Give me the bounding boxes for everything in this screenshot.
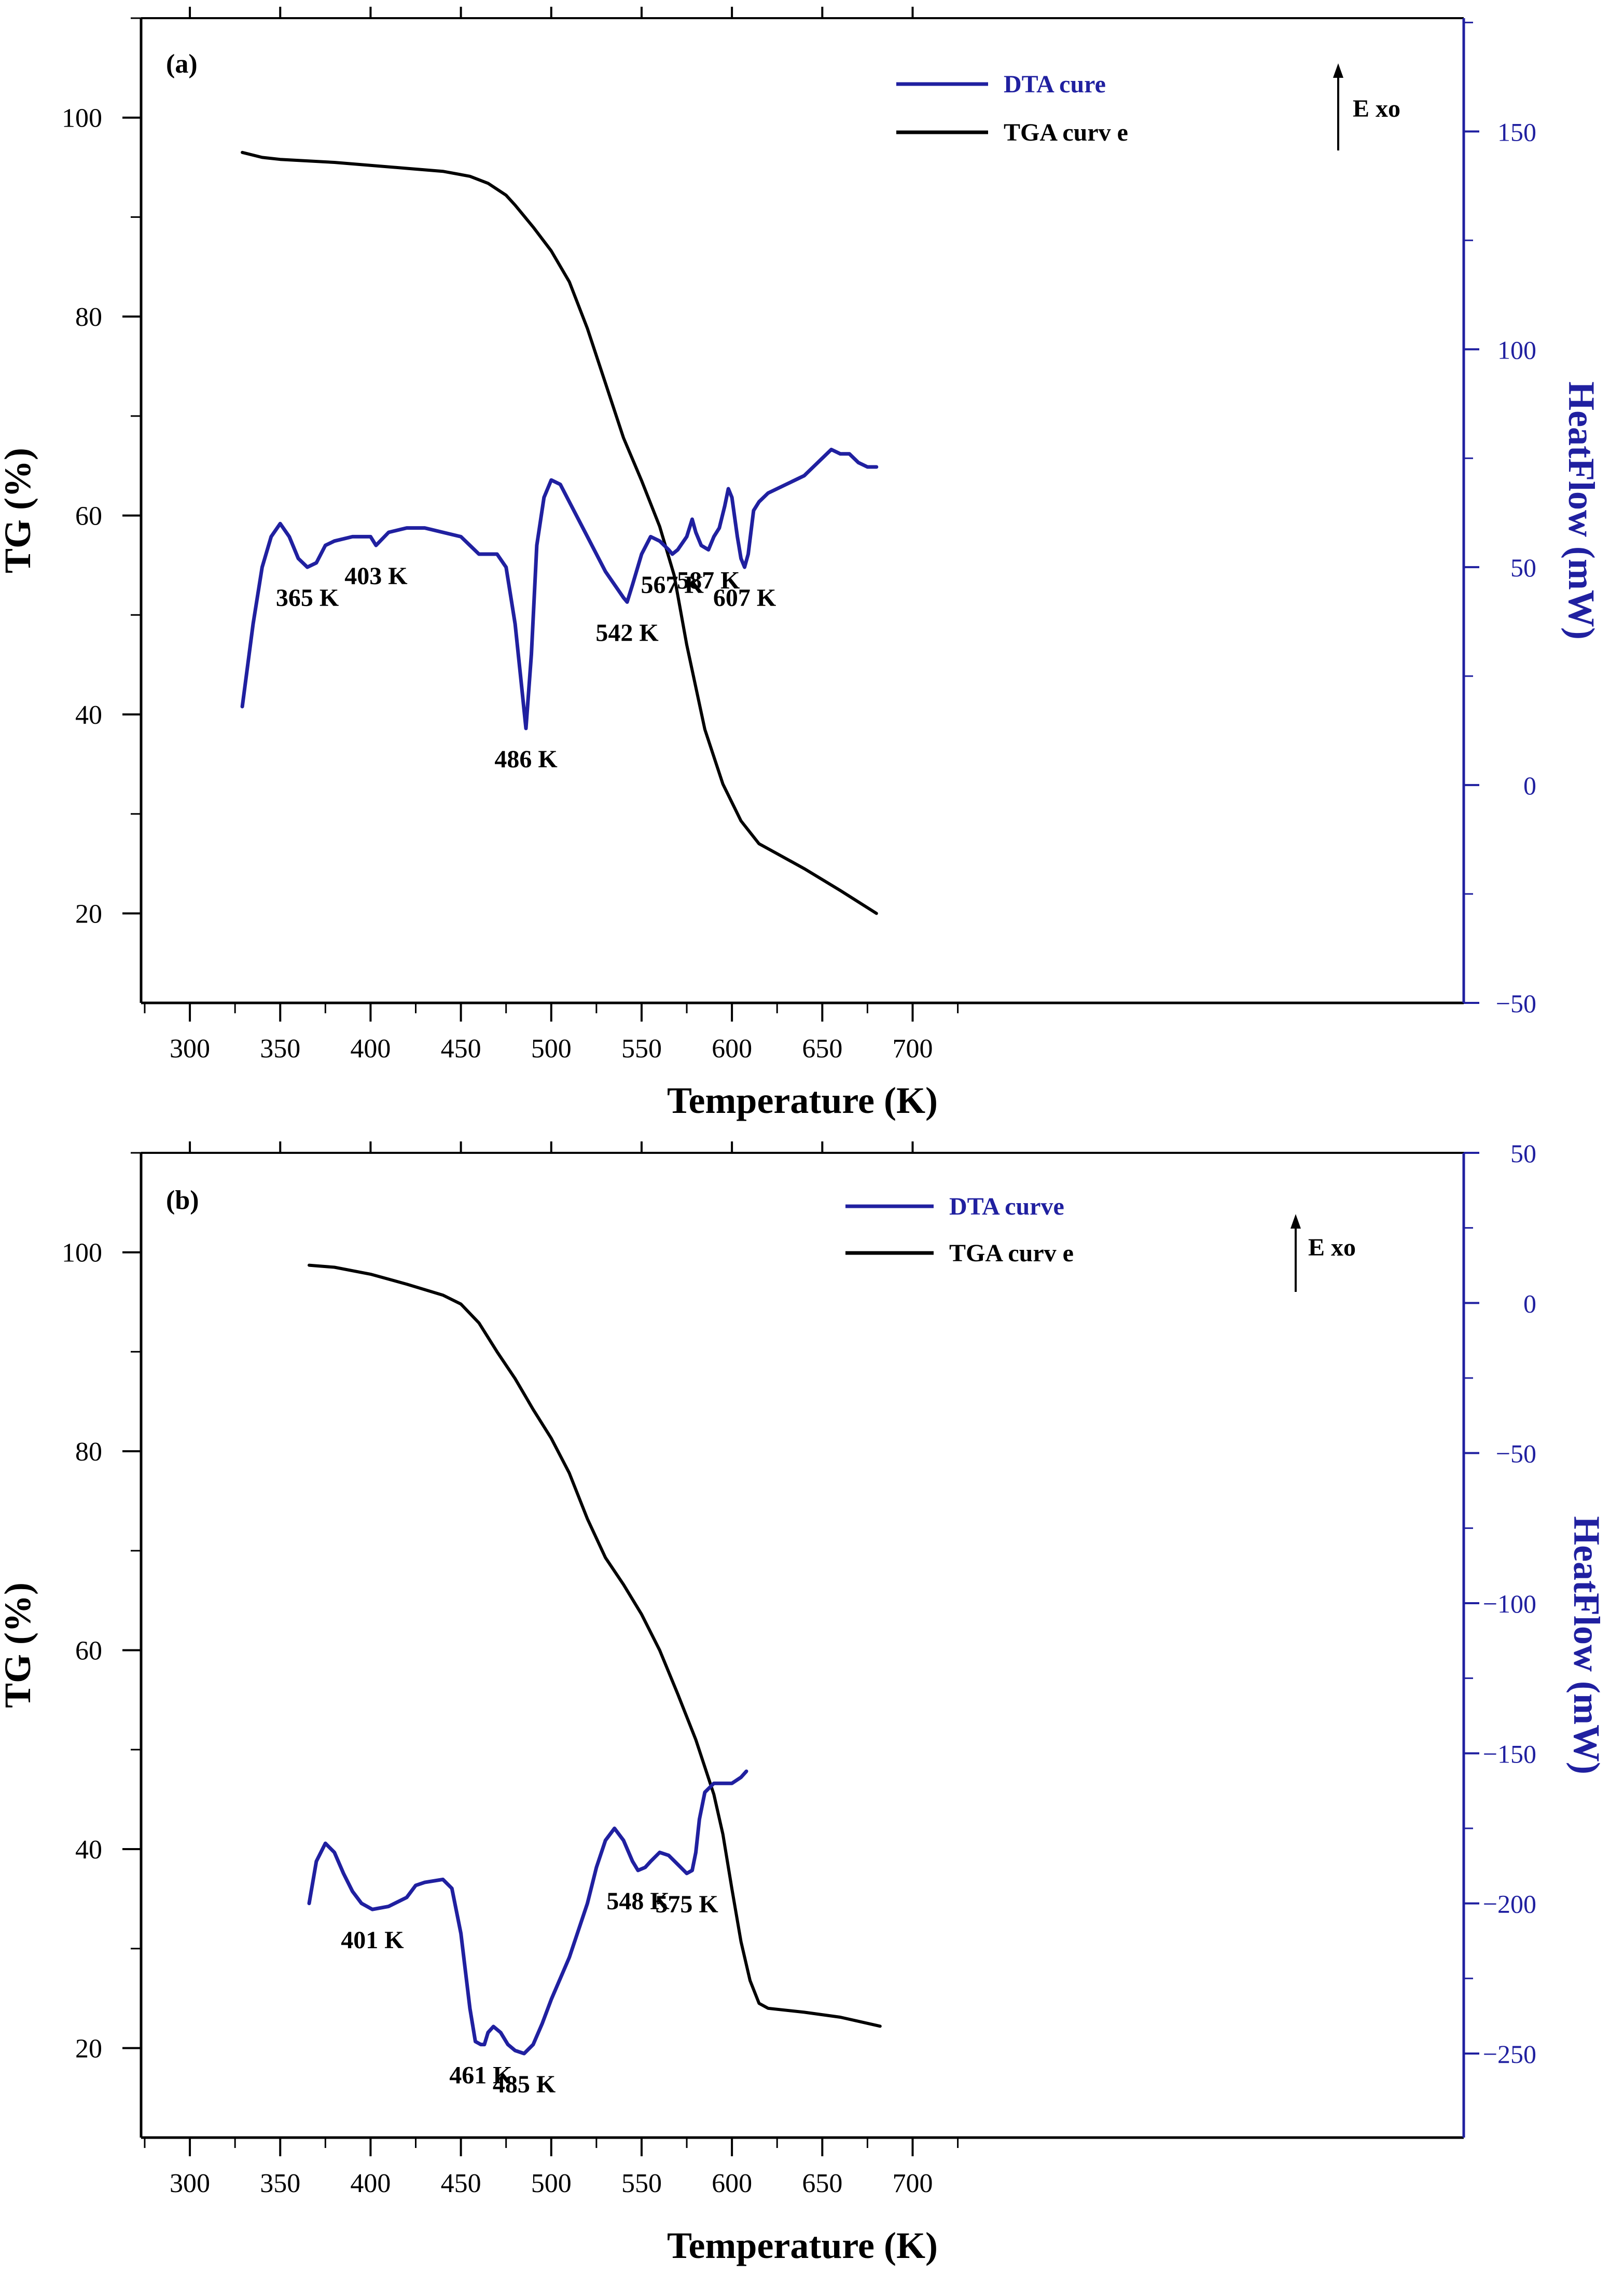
legend-label-dta: DTA cure: [1004, 71, 1106, 98]
x-tick-label: 500: [531, 1034, 572, 1064]
y-left-tick-label: 20: [75, 899, 102, 929]
y-left-axis-title: TG (%): [0, 1582, 38, 1708]
panel-label: (b): [166, 1186, 199, 1215]
y-left-tick-label: 100: [62, 104, 102, 133]
legend-label-tga: TGA curv e: [1004, 119, 1128, 146]
y-left-axis-title: TG (%): [0, 448, 38, 573]
y-right-tick-label: −100: [1483, 1589, 1536, 1618]
exo-label: E xo: [1353, 95, 1400, 122]
x-tick-label: 500: [531, 2169, 572, 2198]
x-tick-label: 450: [441, 1034, 481, 1064]
panel-label: (a): [166, 49, 198, 79]
x-tick-label: 650: [802, 2169, 842, 2198]
y-right-tick-label: −50: [1496, 1439, 1536, 1468]
y-left-tick-label: 60: [75, 502, 102, 531]
peak-annotation-label: 401 K: [341, 1926, 404, 1954]
peak-annotation-label: 607 K: [713, 584, 776, 612]
peak-annotation-label: 575 K: [655, 1891, 718, 1918]
y-right-tick-label: 50: [1510, 553, 1536, 582]
chart-panel-a: 300 350 400 450 500 550 600 650 70020406080100−5…: [0, 7, 1602, 1121]
x-tick-label: 700: [893, 2169, 933, 2198]
y-left-tick-label: 60: [75, 1636, 102, 1666]
x-axis-title: Temperature (K): [667, 2225, 938, 2266]
peak-annotation-label: 567 K: [641, 571, 704, 599]
x-tick-label: 600: [712, 1034, 752, 1064]
y-left-tick-label: 20: [75, 2034, 102, 2063]
peak-annotation-label: 365 K: [276, 584, 339, 612]
peak-annotation-label: 461 K: [449, 2062, 512, 2089]
x-tick-label: 300: [170, 1034, 210, 1064]
y-right-tick-label: −150: [1483, 1739, 1536, 1768]
y-right-axis-title: HeatFlow (mW): [1566, 1516, 1607, 1774]
y-right-tick-label: −250: [1483, 2040, 1536, 2069]
y-right-tick-label: 150: [1497, 117, 1536, 146]
legend-label-dta: DTA curve: [949, 1193, 1064, 1220]
y-right-tick-label: −50: [1496, 989, 1536, 1018]
peak-annotation-label: 548 K: [606, 1888, 669, 1915]
dta-curve-line: [240, 447, 879, 731]
y-right-axis-title: HeatFlow (mW): [1561, 381, 1602, 640]
y-left-tick-label: 40: [75, 1835, 102, 1865]
peak-annotation-label: 485 K: [493, 2071, 556, 2098]
tga-curve-line: [308, 1263, 882, 2028]
y-right-tick-label: −200: [1483, 1890, 1536, 1919]
peak-annotation-label: 486 K: [494, 746, 557, 773]
y-right-tick-label: 0: [1523, 1289, 1536, 1318]
peak-annotation-label: 403 K: [344, 562, 407, 590]
y-left-tick-label: 40: [75, 700, 102, 730]
x-tick-label: 300: [170, 2169, 210, 2198]
x-tick-label: 400: [350, 2169, 391, 2198]
exo-label: E xo: [1308, 1234, 1356, 1261]
y-left-tick-label: 80: [75, 1437, 102, 1467]
x-tick-label: 550: [621, 1034, 662, 1064]
x-tick-label: 650: [802, 1034, 842, 1064]
x-tick-label: 350: [260, 2169, 300, 2198]
y-left-tick-label: 100: [62, 1238, 102, 1268]
tga-curve-line: [241, 150, 878, 915]
peak-annotation-label: 542 K: [595, 619, 658, 646]
y-left-tick-label: 80: [75, 302, 102, 332]
dta-curve-line: [307, 1769, 748, 2056]
x-axis-title: Temperature (K): [667, 1080, 938, 1121]
x-tick-label: 400: [350, 1034, 391, 1064]
y-right-tick-label: 50: [1510, 1139, 1536, 1168]
x-tick-label: 550: [621, 2169, 662, 2198]
x-tick-label: 700: [893, 1034, 933, 1064]
x-tick-label: 350: [260, 1034, 300, 1064]
x-tick-label: 450: [441, 2169, 481, 2198]
exo-arrow-up-icon: [1290, 1214, 1301, 1229]
peak-annotation-label: 587 K: [677, 567, 740, 595]
y-right-tick-label: 100: [1497, 335, 1536, 364]
exo-arrow-up-icon: [1333, 63, 1343, 78]
legend-label-tga: TGA curv e: [949, 1239, 1074, 1267]
y-right-tick-label: 0: [1523, 771, 1536, 800]
chart-panel-b: 300 350 400 450 500 550 600 650 70020406080100−2…: [0, 1139, 1607, 2266]
x-tick-label: 600: [712, 2169, 752, 2198]
